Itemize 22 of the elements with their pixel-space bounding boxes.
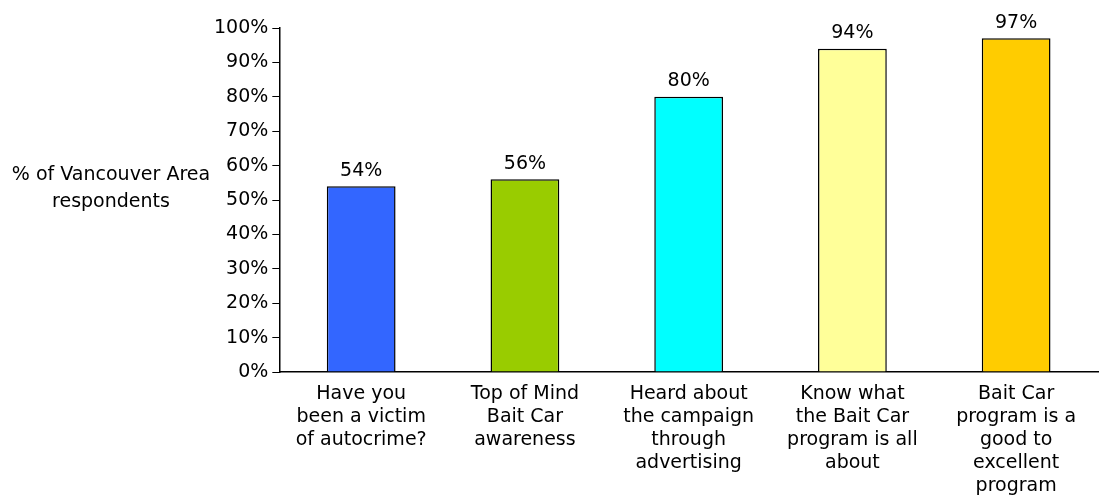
data-label: 56% <box>503 150 547 173</box>
data-label: 54% <box>340 157 383 180</box>
data-label: 97% <box>995 9 1038 32</box>
y-tick-label: 20% <box>226 290 269 313</box>
y-tick-label: 0% <box>238 358 269 381</box>
data-label: 80% <box>667 68 710 91</box>
y-tick-label: 90% <box>226 49 269 72</box>
y-tick-label: 70% <box>226 118 269 141</box>
y-axis-title: % of Vancouver Area respondents <box>10 161 212 213</box>
y-tick-label: 10% <box>226 324 269 347</box>
y-tick-label: 60% <box>226 152 269 175</box>
x-tick-label: Bait Car program is a good to excellent program <box>956 381 1077 495</box>
x-tick-label: Know what the Bait Car program is all about <box>787 381 918 472</box>
y-tick-label: 40% <box>226 221 269 244</box>
x-tick-label: Heard about the campaign through advertising <box>623 381 755 472</box>
y-tick-label: 100% <box>213 14 269 37</box>
x-tick-label: Have you been a victim of autocrime? <box>295 381 427 449</box>
y-tick-label: 30% <box>226 255 269 278</box>
y-tick-label: 50% <box>226 186 269 209</box>
data-label: 94% <box>831 20 874 43</box>
x-tick-label: Top of Mind Bait Car awareness <box>469 381 580 449</box>
y-tick-label: 80% <box>226 83 269 106</box>
